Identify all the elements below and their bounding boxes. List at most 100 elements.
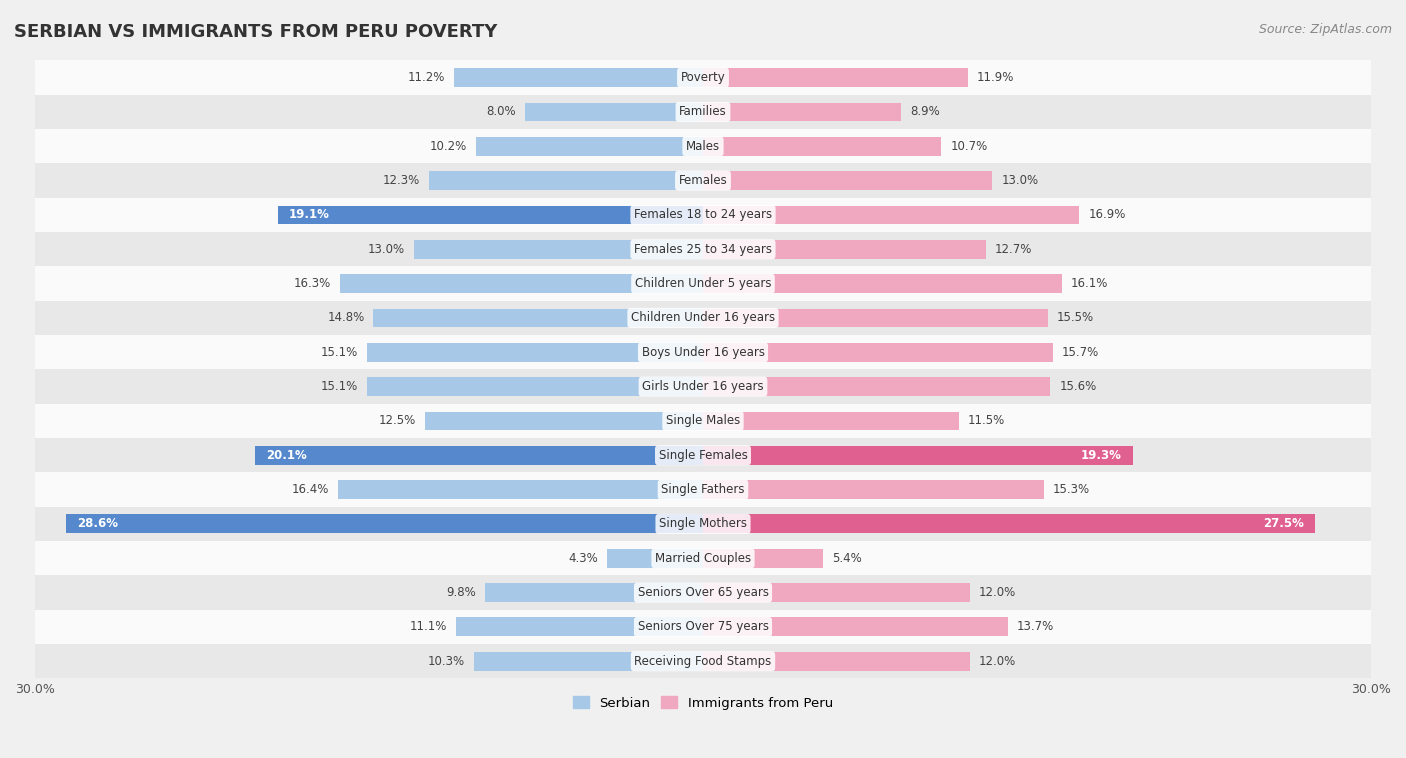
Text: Single Males: Single Males — [666, 415, 740, 428]
Bar — [703, 583, 970, 602]
Text: Single Fathers: Single Fathers — [661, 483, 745, 496]
Bar — [703, 412, 959, 431]
Bar — [374, 309, 703, 327]
Bar — [425, 412, 703, 431]
Bar — [35, 541, 1371, 575]
Bar — [35, 438, 1371, 472]
Text: 19.1%: 19.1% — [288, 208, 329, 221]
Bar — [337, 480, 703, 499]
Bar — [35, 609, 1371, 644]
Bar — [703, 480, 1043, 499]
Text: 12.5%: 12.5% — [378, 415, 416, 428]
Text: 28.6%: 28.6% — [77, 518, 118, 531]
Bar — [703, 618, 1008, 637]
Bar — [35, 129, 1371, 164]
Text: 12.7%: 12.7% — [994, 243, 1032, 255]
Bar — [703, 205, 1080, 224]
Bar — [703, 240, 986, 258]
Bar — [35, 575, 1371, 609]
Text: 4.3%: 4.3% — [568, 552, 599, 565]
Bar — [35, 198, 1371, 232]
Bar — [703, 68, 967, 87]
Text: Single Females: Single Females — [658, 449, 748, 462]
Text: Single Mothers: Single Mothers — [659, 518, 747, 531]
Bar — [35, 301, 1371, 335]
Text: Married Couples: Married Couples — [655, 552, 751, 565]
Text: 27.5%: 27.5% — [1264, 518, 1305, 531]
Bar — [367, 377, 703, 396]
Text: 16.1%: 16.1% — [1070, 277, 1108, 290]
Text: 10.3%: 10.3% — [427, 655, 465, 668]
Bar — [456, 618, 703, 637]
Text: Poverty: Poverty — [681, 71, 725, 84]
Bar — [35, 369, 1371, 404]
Text: Source: ZipAtlas.com: Source: ZipAtlas.com — [1258, 23, 1392, 36]
Bar — [256, 446, 703, 465]
Text: Children Under 16 years: Children Under 16 years — [631, 312, 775, 324]
Text: 9.8%: 9.8% — [446, 586, 475, 599]
Text: 15.1%: 15.1% — [321, 346, 359, 359]
Bar — [475, 137, 703, 155]
Bar — [703, 274, 1062, 293]
Bar — [277, 205, 703, 224]
Bar — [367, 343, 703, 362]
Bar — [703, 446, 1133, 465]
Bar — [703, 343, 1053, 362]
Text: Seniors Over 65 years: Seniors Over 65 years — [637, 586, 769, 599]
Text: 16.3%: 16.3% — [294, 277, 330, 290]
Bar — [703, 137, 941, 155]
Bar — [454, 68, 703, 87]
Text: Boys Under 16 years: Boys Under 16 years — [641, 346, 765, 359]
Bar — [35, 644, 1371, 678]
Text: Females 25 to 34 years: Females 25 to 34 years — [634, 243, 772, 255]
Bar — [703, 309, 1047, 327]
Bar — [35, 164, 1371, 198]
Text: 20.1%: 20.1% — [267, 449, 308, 462]
Bar — [703, 549, 824, 568]
Legend: Serbian, Immigrants from Peru: Serbian, Immigrants from Peru — [568, 691, 838, 715]
Text: SERBIAN VS IMMIGRANTS FROM PERU POVERTY: SERBIAN VS IMMIGRANTS FROM PERU POVERTY — [14, 23, 498, 41]
Bar — [524, 102, 703, 121]
Text: 8.0%: 8.0% — [486, 105, 516, 118]
Text: 12.0%: 12.0% — [979, 655, 1017, 668]
Bar — [703, 515, 1316, 534]
Text: 11.5%: 11.5% — [967, 415, 1005, 428]
Bar — [703, 102, 901, 121]
Bar — [485, 583, 703, 602]
Text: 15.5%: 15.5% — [1057, 312, 1094, 324]
Bar — [35, 507, 1371, 541]
Bar — [474, 652, 703, 671]
Text: Girls Under 16 years: Girls Under 16 years — [643, 380, 763, 393]
Text: Females 18 to 24 years: Females 18 to 24 years — [634, 208, 772, 221]
Text: 10.7%: 10.7% — [950, 139, 987, 153]
Bar — [35, 95, 1371, 129]
Text: 15.1%: 15.1% — [321, 380, 359, 393]
Bar — [35, 61, 1371, 95]
Bar — [35, 335, 1371, 369]
Bar — [703, 652, 970, 671]
Bar — [413, 240, 703, 258]
Text: 8.9%: 8.9% — [910, 105, 939, 118]
Text: 11.2%: 11.2% — [408, 71, 444, 84]
Text: 11.1%: 11.1% — [409, 621, 447, 634]
Text: Females: Females — [679, 174, 727, 187]
Text: 15.6%: 15.6% — [1059, 380, 1097, 393]
Text: 13.0%: 13.0% — [1001, 174, 1039, 187]
Text: 11.9%: 11.9% — [977, 71, 1014, 84]
Bar — [703, 377, 1050, 396]
Text: Children Under 5 years: Children Under 5 years — [634, 277, 772, 290]
Text: 5.4%: 5.4% — [832, 552, 862, 565]
Text: Males: Males — [686, 139, 720, 153]
Text: 12.0%: 12.0% — [979, 586, 1017, 599]
Text: 19.3%: 19.3% — [1081, 449, 1122, 462]
Text: 15.3%: 15.3% — [1053, 483, 1090, 496]
Bar — [35, 267, 1371, 301]
Bar — [35, 232, 1371, 267]
Text: 15.7%: 15.7% — [1062, 346, 1098, 359]
Text: 10.2%: 10.2% — [430, 139, 467, 153]
Text: Seniors Over 75 years: Seniors Over 75 years — [637, 621, 769, 634]
Bar — [35, 472, 1371, 507]
Text: Receiving Food Stamps: Receiving Food Stamps — [634, 655, 772, 668]
Text: 16.9%: 16.9% — [1088, 208, 1126, 221]
Text: 13.7%: 13.7% — [1017, 621, 1054, 634]
